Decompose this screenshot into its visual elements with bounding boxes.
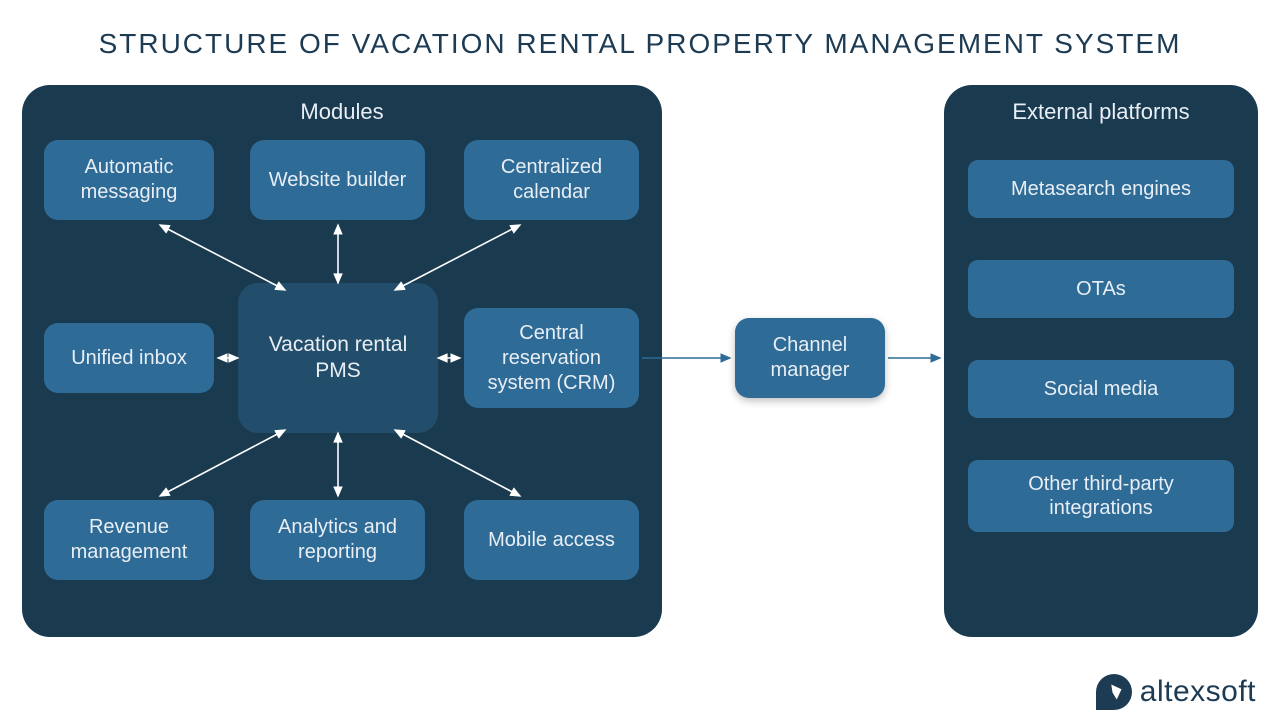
node-channel-manager: Channel manager (735, 318, 885, 398)
node-label: Revenue management (56, 515, 202, 565)
node-label: Unified inbox (71, 346, 187, 371)
brand-logo-icon (1096, 674, 1132, 710)
node-pms-center: Vacation rental PMS (238, 283, 438, 433)
external-item-label: OTAs (1076, 277, 1126, 301)
external-item-social: Social media (968, 360, 1234, 418)
brand-logo-text: altexsoft (1140, 675, 1256, 709)
node-label: Website builder (269, 168, 406, 193)
node-label: Centralized calendar (476, 155, 627, 205)
node-label: Analytics and reporting (262, 515, 413, 565)
node-crm: Central reservation system (CRM) (464, 308, 639, 408)
external-item-otas: OTAs (968, 260, 1234, 318)
external-item-label: Other third-party integrations (978, 472, 1224, 520)
node-label: Mobile access (488, 528, 615, 553)
node-label: Automatic messaging (56, 155, 202, 205)
modules-panel-title: Modules (22, 99, 662, 125)
external-item-metasearch: Metasearch engines (968, 160, 1234, 218)
node-revenue: Revenue management (44, 500, 214, 580)
node-centralized-calendar: Centralized calendar (464, 140, 639, 220)
node-unified-inbox: Unified inbox (44, 323, 214, 393)
node-automatic-messaging: Automatic messaging (44, 140, 214, 220)
brand-logo: altexsoft (1096, 674, 1256, 710)
node-label: Vacation rental PMS (250, 332, 426, 385)
node-website-builder: Website builder (250, 140, 425, 220)
node-analytics: Analytics and reporting (250, 500, 425, 580)
external-item-label: Metasearch engines (1011, 177, 1191, 201)
diagram-title: STRUCTURE OF VACATION RENTAL PROPERTY MA… (0, 28, 1280, 60)
external-item-label: Social media (1044, 377, 1159, 401)
node-mobile: Mobile access (464, 500, 639, 580)
external-item-thirdparty: Other third-party integrations (968, 460, 1234, 532)
node-label: Channel manager (747, 333, 873, 383)
node-label: Central reservation system (CRM) (476, 321, 627, 396)
external-panel-title: External platforms (944, 99, 1258, 125)
